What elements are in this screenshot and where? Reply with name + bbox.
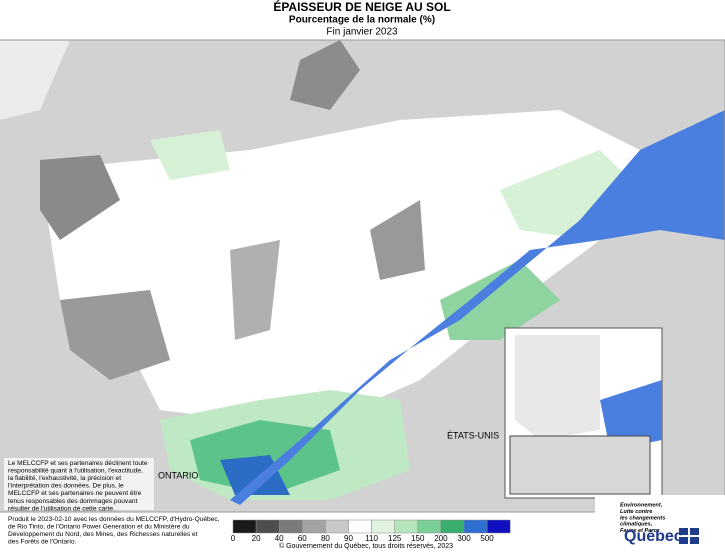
disclaimer-line: la fiabilité, l'exhaustivité, la précisi… xyxy=(8,475,121,482)
region-low xyxy=(290,40,360,110)
ministry-line: Environnement, xyxy=(620,502,663,508)
region-above xyxy=(150,130,230,180)
inset-frame xyxy=(509,435,651,495)
region-above xyxy=(440,260,560,340)
legend-swatch xyxy=(302,519,326,534)
inset-water xyxy=(600,380,662,450)
logo-text: Québec xyxy=(624,528,683,545)
ministry-line: Lutte contre xyxy=(620,509,652,515)
copyright: © Gouvernement du Québec, tous droits ré… xyxy=(279,542,453,550)
disclaimer-line: MELCCFP et ses partenaires ne peuvent êt… xyxy=(8,490,142,497)
legend-swatch xyxy=(255,519,280,534)
disclaimer-line: Le MELCCFP et ses partenaires déclinent … xyxy=(8,460,148,467)
logo-box xyxy=(595,495,725,550)
title: ÉPAISSEUR DE NEIGE AU SOL xyxy=(273,0,450,14)
disclaimer-line: résulter de l'utilisation de cette carte… xyxy=(8,505,115,512)
legend-label: 0 xyxy=(231,534,236,543)
subtitle: Pourcentage de la normale (%) xyxy=(289,15,435,26)
disclaimer-line: responsabilité quant à l'utilisation, l'… xyxy=(8,467,143,474)
disclaimer: Le MELCCFP et ses partenaires déclinent … xyxy=(8,460,148,513)
credits: Produit le 2023-02-10 avec les données d… xyxy=(8,516,220,546)
inset-land xyxy=(515,335,600,440)
region-low xyxy=(230,240,280,340)
legend-swatch xyxy=(463,519,488,534)
period: Fin janvier 2023 xyxy=(326,27,398,38)
label-ontario: ONTARIO xyxy=(158,470,198,480)
legend-label: 150 xyxy=(411,534,425,543)
legend-swatch xyxy=(417,519,442,534)
st-lawrence xyxy=(230,110,725,505)
legend-swatch xyxy=(325,519,349,534)
legend-label: 20 xyxy=(252,534,261,543)
region-normal xyxy=(40,110,640,420)
legend-label: 90 xyxy=(344,534,353,543)
map-frame xyxy=(0,39,725,513)
region-nodata xyxy=(0,40,70,120)
disclaimer-line: tenus responsables des dommages pouvant xyxy=(8,498,138,505)
logo-flag xyxy=(679,528,699,544)
legend-label: 200 xyxy=(434,534,448,543)
credit-line: Produit le 2023-02-10 avec les données d… xyxy=(8,516,220,523)
legend-label: 500 xyxy=(480,534,494,543)
region-low xyxy=(40,155,120,240)
credit-line: de Rio Tinto, de l'Ontario Power Generat… xyxy=(8,523,190,530)
legend-swatch xyxy=(486,519,511,534)
legend-swatch xyxy=(394,519,419,534)
credit-line: Développement du Nord, des Mines, des Ri… xyxy=(8,531,198,538)
legend-swatch xyxy=(278,519,303,534)
legend-label: 110 xyxy=(365,534,378,543)
disclaimer-box xyxy=(4,458,154,510)
ministry-line: climatiques, xyxy=(620,522,653,528)
label-usa: ÉTATS-UNIS xyxy=(447,430,499,440)
credit-line: des Forêts de l'Ontario. xyxy=(8,538,76,545)
region-low xyxy=(370,200,425,280)
legend-label: 300 xyxy=(457,534,471,543)
ministry-line: Faune et Parcs xyxy=(620,528,660,534)
legend-swatch xyxy=(232,519,257,534)
legend-label: 60 xyxy=(298,534,307,543)
map: ONTARIO ÉTATS-UNIS Le MELCCFP et ses par… xyxy=(0,39,725,550)
disclaimer-line: l'interprétation des données. De plus, l… xyxy=(8,483,124,490)
region-low xyxy=(60,290,170,380)
legend-label: 80 xyxy=(321,534,330,543)
legend-label: 40 xyxy=(275,534,284,543)
legend-label: 125 xyxy=(388,534,402,543)
legend-swatch xyxy=(440,519,465,534)
legend-swatch xyxy=(348,519,372,534)
ministry-line: les changements xyxy=(620,515,665,521)
legend: 0 20 40 60 80 90 110 125 150 200 300 500 xyxy=(231,519,511,543)
legend-swatch xyxy=(371,519,395,534)
